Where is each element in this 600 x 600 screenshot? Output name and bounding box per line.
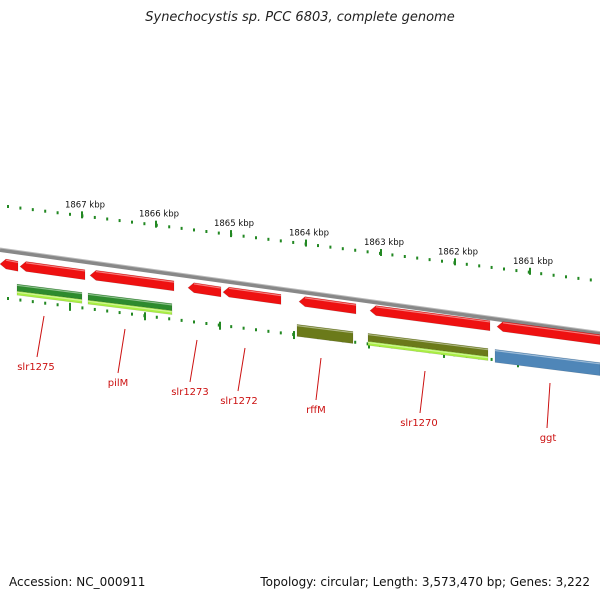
reverse-gene-block [494,349,600,376]
forward-gene-arrow-shine [228,287,282,297]
accession-text: Accession: NC_000911 [9,575,146,589]
reverse-gene-block-lower [367,341,489,361]
gene-label-leader [189,339,198,383]
reverse-gene-block-shine [87,293,173,306]
forward-gene-arrow-shine [502,322,600,337]
gene-label-slr1273: slr1273 [171,387,209,398]
forward-gene-arrow [89,270,175,292]
ruler-tick-label: 1864 kbp [289,229,329,239]
gene-label-leader [546,382,551,429]
forward-gene-arrow [496,321,600,345]
topology-text: Topology: circular; Length: 3,573,470 bp… [260,575,590,589]
gene-label-ggt: ggt [540,433,557,444]
ruler-tick-label: 1867 kbp [65,200,105,210]
ruler-tick-label: 1862 kbp [438,247,478,257]
forward-gene-arrow-shine [375,306,491,323]
gene-label-leader [237,347,246,392]
forward-gene-arrow [222,286,282,305]
reverse-gene-block-lower-shine [367,341,489,359]
genome-title: Synechocystis sp. PCC 6803, complete gen… [145,10,455,25]
forward-gene-arrow-shine [95,270,175,283]
gene-label-slr1270: slr1270 [400,418,438,429]
reverse-gene-block [296,324,354,344]
genome-backbone [0,248,600,336]
forward-gene-arrow-shine [25,262,86,272]
reverse-gene-block-shine [16,284,83,295]
forward-gene-arrow-shine [5,259,19,264]
reverse-gene-block-shine [494,349,600,365]
reverse-gene-block-lower [16,290,83,304]
ruler-tick-label: 1861 kbp [513,257,553,267]
gene-label-slr1275: slr1275 [17,362,55,373]
reverse-gene-block-shine [296,325,354,334]
forward-gene-arrow [298,296,357,315]
ruler-tick-label: 1865 kbp [214,219,254,229]
gene-label-leader [315,357,322,401]
gene-label-leader [36,315,45,358]
reverse-gene-block-lower [87,299,173,316]
forward-gene-arrow [0,258,19,272]
gene-label-leader [419,370,426,414]
ruler-tick-label: 1863 kbp [364,238,404,248]
reverse-gene-block-lower-shine [87,300,173,313]
forward-gene-arrow [187,282,222,298]
gene-label-slr1272: slr1272 [220,396,258,407]
reverse-gene-block-shine [367,333,489,351]
gene-label-rffM: rffM [306,405,326,416]
ruler-tick-label: 1866 kbp [139,210,179,220]
genome-backbone-highlight [0,247,600,333]
forward-gene-arrow-shine [304,297,357,306]
reverse-gene-block-lower-shine [16,291,83,302]
gene-label-leader [117,328,126,374]
forward-gene-arrow [369,305,491,332]
forward-gene-arrow [19,261,86,281]
gene-label-pilM: pilM [108,378,129,389]
forward-gene-arrow-shine [193,283,222,289]
